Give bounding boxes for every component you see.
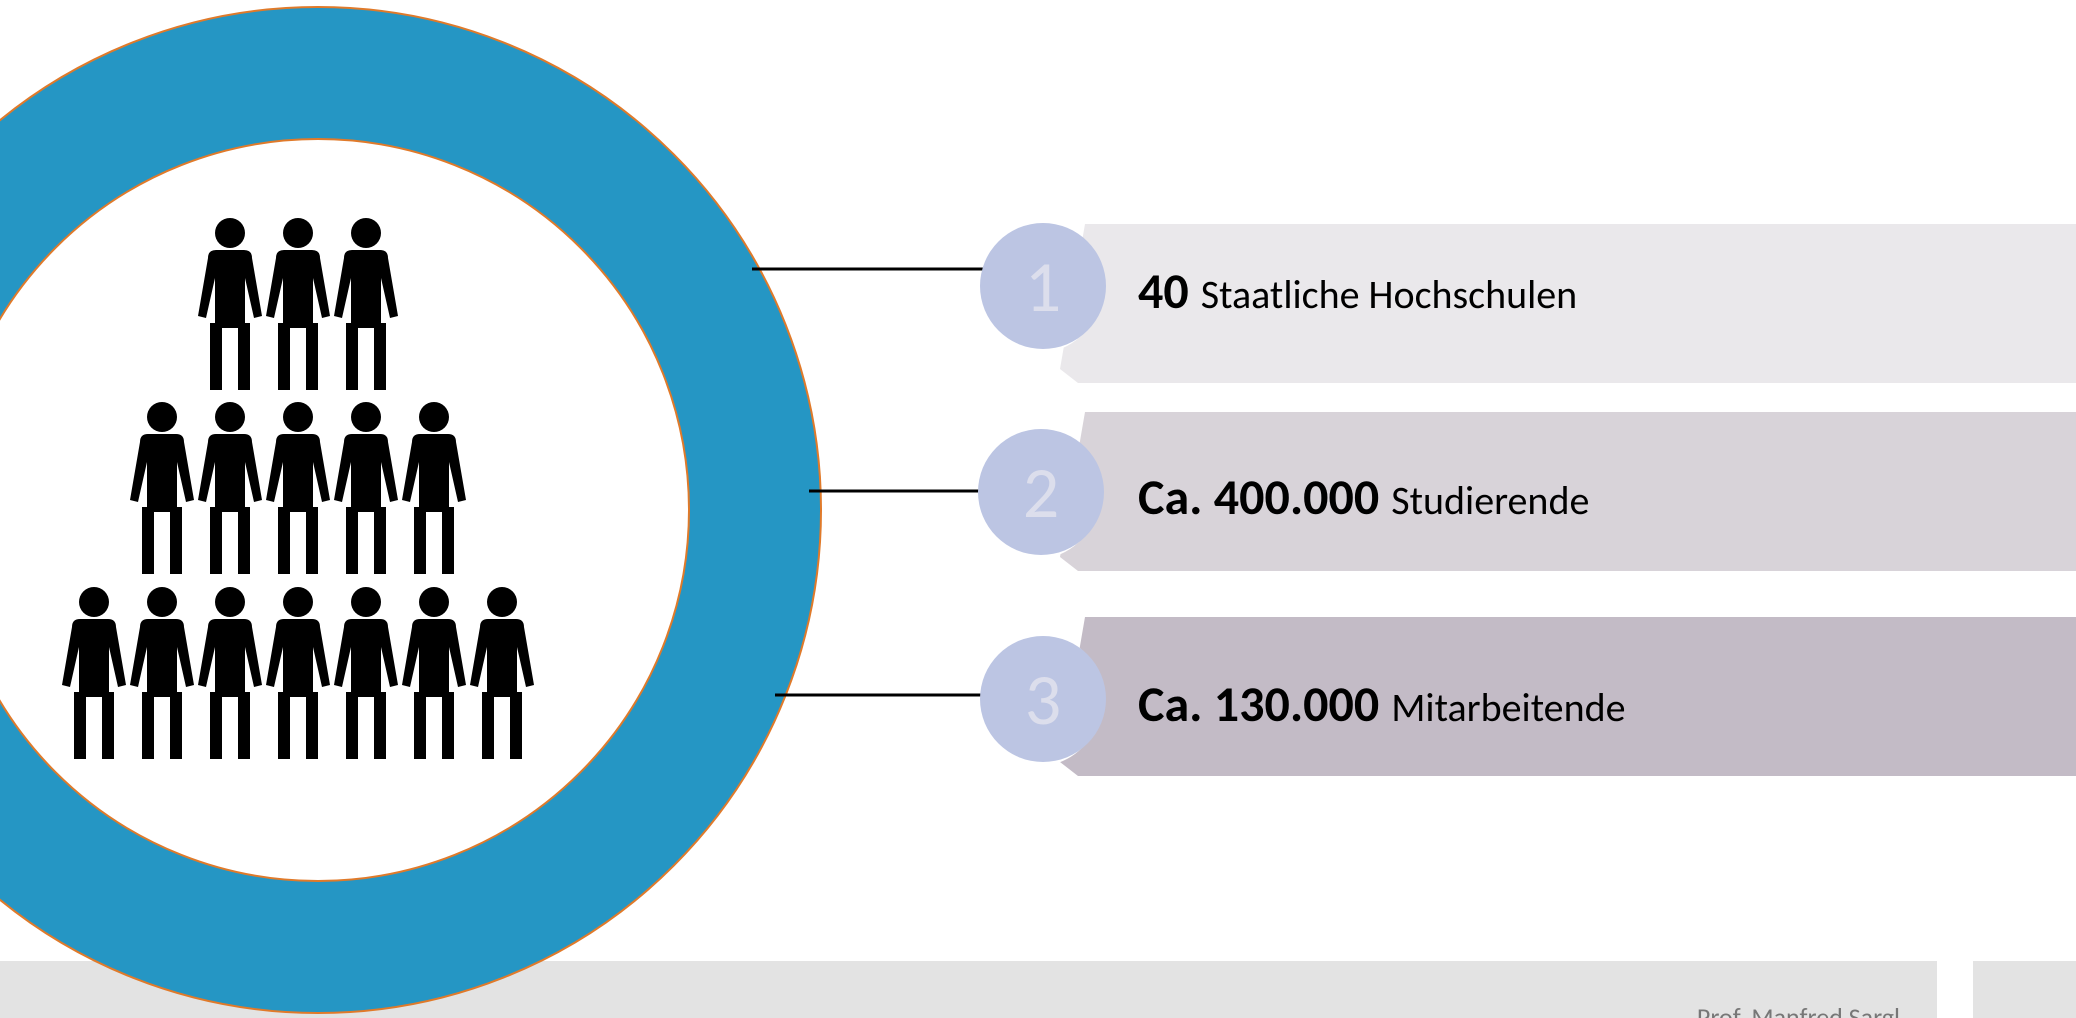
item-highlight: Ca. 400.000 bbox=[1138, 467, 1379, 528]
footer-author: Prof. Manfred Sargl bbox=[1697, 1001, 1900, 1018]
item-label: Mitarbeitende bbox=[1391, 683, 1625, 732]
item-number: 3 bbox=[1025, 656, 1062, 744]
item-highlight: 40 bbox=[1138, 261, 1189, 322]
item-highlight: Ca. 130.000 bbox=[1138, 674, 1379, 735]
page: Prof. Manfred Sargl 1 40Staatliche Hochsc… bbox=[0, 0, 2076, 1018]
footer-bar-right bbox=[1973, 961, 2076, 1018]
item-number: 1 bbox=[1025, 243, 1062, 331]
item-label: Staatliche Hochschulen bbox=[1201, 270, 1578, 319]
item-label: Studierende bbox=[1391, 476, 1589, 525]
item-number: 2 bbox=[1023, 449, 1060, 537]
slide: Prof. Manfred Sargl 1 40Staatliche Hochsc… bbox=[0, 0, 2076, 1018]
